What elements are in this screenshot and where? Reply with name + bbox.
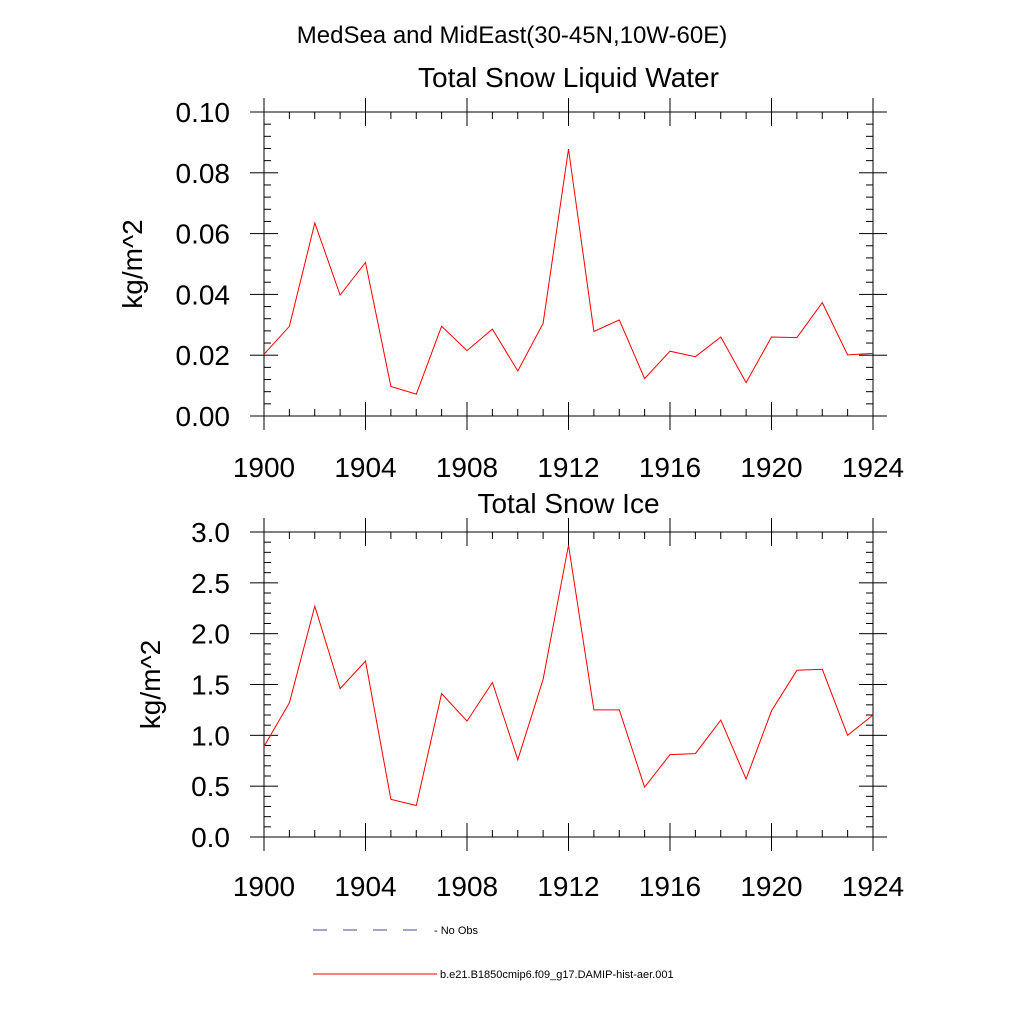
y-tick-label: 3.0: [191, 517, 230, 548]
x-tick-label: 1900: [233, 871, 295, 902]
x-tick-label: 1912: [537, 871, 599, 902]
y-tick-label: 0.0: [191, 822, 230, 853]
y-tick-label: 2.5: [191, 568, 230, 599]
x-tick-label: 1904: [334, 871, 396, 902]
y-tick-label: 0.5: [191, 771, 230, 802]
y-tick-label: 0.04: [176, 279, 231, 310]
plot-frame: [263, 111, 874, 417]
y-axis-label: kg/m^2: [135, 640, 166, 729]
y-axis-label: kg/m^2: [117, 219, 148, 308]
panel-snow-ice: Total Snow Ice kg/m^2 1900 1904 1908 1912 1916…: [135, 488, 904, 902]
figure-suptitle: MedSea and MidEast(30-45N,10W-60E): [297, 22, 727, 49]
x-tick-label: 1924: [842, 871, 904, 902]
y-tick-label: 1.0: [191, 720, 230, 751]
y-tick-label: 1.5: [191, 670, 230, 701]
chart-title: Total Snow Ice: [477, 488, 659, 519]
legend-no-obs-label: - No Obs: [434, 925, 479, 937]
x-tick-label: 1920: [740, 871, 802, 902]
x-tick-label: 1912: [537, 452, 599, 483]
chart-title: Total Snow Liquid Water: [418, 62, 719, 93]
legend-model-label: b.e21.B1850cmip6.f09_g17.DAMIP-hist-aer.…: [440, 969, 674, 981]
x-tick-label: 1920: [740, 452, 802, 483]
y-tick-label: 0.00: [176, 401, 231, 432]
y-tick-label: 0.10: [176, 97, 231, 128]
x-tick-label: 1900: [233, 452, 295, 483]
x-tick-label: 1908: [436, 871, 498, 902]
series-line-liquid: [263, 149, 874, 395]
x-tick-label: 1916: [639, 452, 701, 483]
plot-frame: [263, 531, 874, 838]
legend: - No Obs b.e21.B1850cmip6.f09_g17.DAMIP-…: [313, 925, 674, 981]
y-tick-label: 2.0: [191, 619, 230, 650]
y-tick-label: 0.06: [176, 219, 231, 250]
panel-snow-liquid-water: Total Snow Liquid Water kg/m^2 1900 1904 190…: [117, 62, 904, 483]
series-line-ice: [263, 545, 874, 807]
y-tick-label: 0.08: [176, 158, 231, 189]
x-tick-label: 1924: [842, 452, 904, 483]
x-tick-label: 1908: [436, 452, 498, 483]
x-tick-label: 1904: [334, 452, 396, 483]
y-tick-label: 0.02: [176, 340, 231, 371]
x-tick-label: 1916: [639, 871, 701, 902]
